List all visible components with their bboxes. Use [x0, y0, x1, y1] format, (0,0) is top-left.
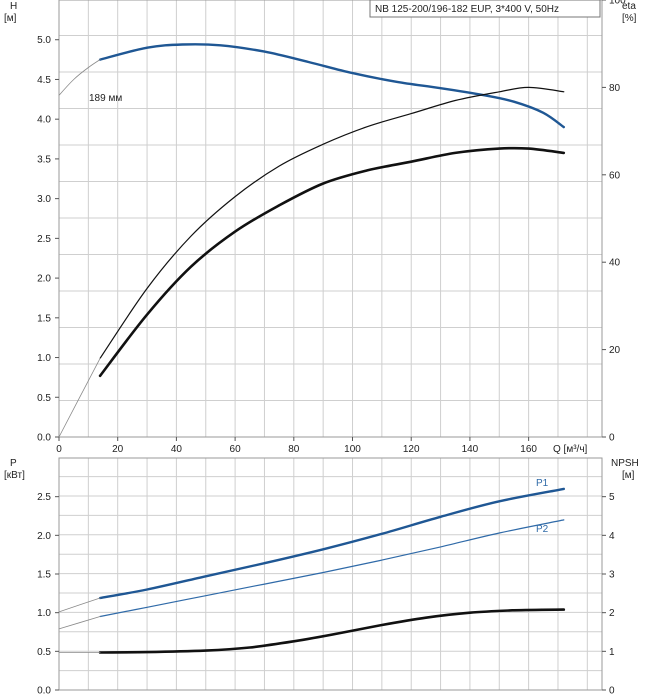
impeller-annotation: 189 мм — [89, 93, 122, 104]
right-tick-label: 0 — [609, 686, 615, 697]
left-tick-label: 1.0 — [37, 608, 51, 619]
right-tick-label: 60 — [609, 170, 621, 181]
bottom-left-axis-unit: [кВт] — [4, 470, 25, 481]
chart-title: NB 125-200/196-182 EUP, 3*400 V, 50Hz — [375, 4, 559, 15]
left-tick-label: 1.5 — [37, 570, 51, 581]
p1-label: P1 — [536, 478, 549, 489]
x-axis-label: Q [м³/ч] — [553, 444, 588, 455]
bottom-chart-curves — [58, 487, 566, 654]
right-tick-label: 80 — [609, 83, 621, 94]
top-right-axis-label: eta — [622, 1, 636, 12]
top-chart-curves — [58, 43, 566, 438]
right-tick-label: 40 — [609, 258, 621, 269]
x-tick-label: 140 — [462, 444, 479, 455]
curve-p1-extrapolated — [58, 597, 101, 613]
left-tick-label: 3.0 — [37, 194, 51, 205]
title-box — [369, 0, 601, 18]
top-left-axis-label: H — [10, 1, 17, 12]
right-tick-label: 100 — [609, 0, 626, 7]
bottom-right-axis-label: NPSH — [611, 458, 639, 469]
curve-npsh — [98, 608, 566, 654]
left-tick-label: 1.5 — [37, 313, 51, 324]
right-tick-label: 4 — [609, 531, 615, 542]
top-right-axis-unit: [%] — [622, 13, 637, 24]
x-tick-label: 40 — [171, 444, 183, 455]
curve-eta-extrapolated — [58, 357, 101, 438]
bottom-left-axis-label: P — [10, 458, 17, 469]
right-tick-label: 5 — [609, 492, 615, 503]
left-tick-label: 4.0 — [37, 115, 51, 126]
left-tick-label: 0.5 — [37, 647, 51, 658]
curve-eta-thin — [99, 86, 565, 359]
left-tick-label: 4.5 — [37, 75, 51, 86]
x-tick-label: 160 — [520, 444, 537, 455]
curve-p2 — [99, 519, 565, 618]
left-tick-label: 2.5 — [37, 234, 51, 245]
top-chart-grid — [59, 0, 602, 437]
curve-h — [98, 43, 565, 129]
curve-p1 — [98, 487, 565, 600]
bottom-right-axis-unit: [м] — [622, 470, 635, 481]
x-tick-label: 0 — [56, 444, 62, 455]
left-tick-label: 0.5 — [37, 393, 51, 404]
left-tick-label: 2.0 — [37, 274, 51, 285]
top-chart-frame — [58, 0, 603, 438]
right-tick-label: 20 — [609, 345, 621, 356]
left-tick-label: 1.0 — [37, 353, 51, 364]
curve-h-extrapolated — [58, 59, 101, 96]
left-tick-label: 3.5 — [37, 154, 51, 165]
right-tick-label: 0 — [609, 433, 615, 444]
right-tick-label: 3 — [609, 570, 615, 581]
top-left-axis-unit: [м] — [4, 13, 17, 24]
x-tick-label: 80 — [288, 444, 300, 455]
x-tick-label: 100 — [344, 444, 361, 455]
left-tick-label: 2.5 — [37, 492, 51, 503]
bottom-chart-grid — [59, 458, 602, 690]
left-tick-label: 5.0 — [37, 35, 51, 46]
left-tick-label: 2.0 — [37, 531, 51, 542]
top-chart-tick-labels: 0.0 0.5 1.0 1.5 2.0 2.5 3.0 3.5 4.0 4.5 5.0 0 20 40 60… — [37, 0, 626, 455]
x-tick-label: 20 — [112, 444, 124, 455]
curve-p2-extrapolated — [58, 616, 101, 630]
right-tick-label: 2 — [609, 608, 615, 619]
p2-label: P2 — [536, 524, 549, 535]
x-tick-label: 120 — [403, 444, 420, 455]
x-tick-label: 60 — [230, 444, 242, 455]
left-tick-label: 0.0 — [37, 686, 51, 697]
curve-eta-thick — [98, 146, 566, 378]
right-tick-label: 1 — [609, 647, 615, 658]
left-tick-label: 0.0 — [37, 433, 51, 444]
bottom-chart-tick-labels: 0.0 0.5 1.0 1.5 2.0 2.5 0 1 2 3 4 5 — [37, 492, 615, 696]
